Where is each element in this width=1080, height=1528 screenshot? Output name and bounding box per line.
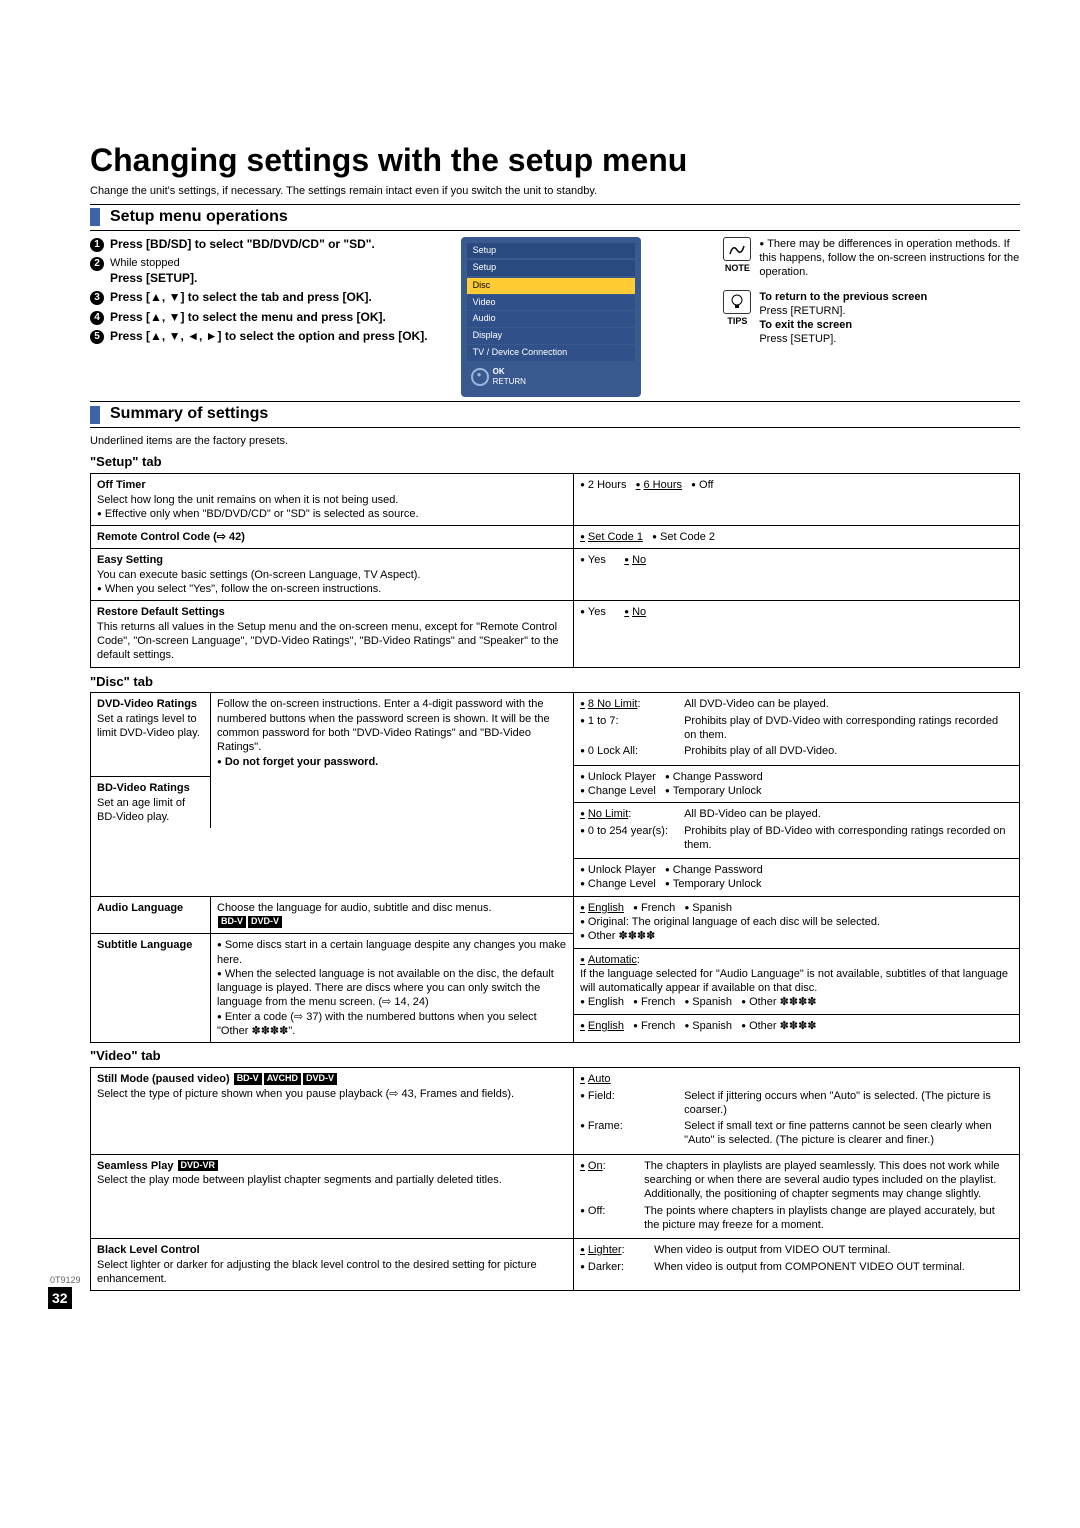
- page-title: Changing settings with the setup menu: [90, 140, 1020, 182]
- wheel-icon: [471, 368, 489, 386]
- tab-setup-title: "Setup" tab: [90, 454, 1020, 471]
- section-bar-ops: Setup menu operations: [90, 204, 1020, 231]
- osd-item-display: Display: [467, 328, 635, 344]
- section-stripe: [90, 208, 100, 226]
- step-1: Press [BD/SD] to select "BD/DVD/CD" or "…: [90, 237, 441, 253]
- table-row: Off Timer Select how long the unit remai…: [91, 474, 1020, 526]
- tip1-title: To return to the previous screen: [759, 291, 927, 303]
- table-row: Easy Setting You can execute basic setti…: [91, 549, 1020, 601]
- table-row: Seamless Play DVD-VR Select the play mod…: [91, 1154, 1020, 1238]
- tab-disc-title: "Disc" tab: [90, 674, 1020, 691]
- osd-item-tv: TV / Device Connection: [467, 345, 635, 361]
- table-disc: DVD-Video Ratings Set a ratings level to…: [90, 692, 1020, 1043]
- section-title-summary: Summary of settings: [110, 404, 268, 425]
- table-video: Still Mode (paused video) BD-VAVCHDDVD-V…: [90, 1067, 1020, 1291]
- osd-header: Setup: [467, 243, 635, 259]
- section-title-ops: Setup menu operations: [110, 207, 288, 228]
- step-4: Press [▲, ▼] to select the menu and pres…: [90, 310, 441, 326]
- step-3: Press [▲, ▼] to select the tab and press…: [90, 290, 441, 306]
- table-row: Still Mode (paused video) BD-VAVCHDDVD-V…: [91, 1068, 1020, 1154]
- tips-icon: [723, 290, 751, 314]
- note-icon: [723, 237, 751, 261]
- osd-item-disc: Disc: [467, 278, 635, 294]
- tip2-title: To exit the screen: [759, 319, 852, 331]
- section-bar-summary: Summary of settings: [90, 401, 1020, 428]
- table-row: Restore Default Settings This returns al…: [91, 601, 1020, 667]
- step-2: While stoppedPress [SETUP].: [90, 256, 441, 286]
- osd-item-audio: Audio: [467, 311, 635, 327]
- note-block: NOTE There may be differences in operati…: [723, 237, 1020, 280]
- table-row: Remote Control Code (⇨ 42) Set Code 1 Se…: [91, 526, 1020, 549]
- tip2-text: Press [SETUP].: [759, 333, 836, 345]
- footer-code: 0T9129: [50, 1275, 81, 1287]
- page-number: 32: [48, 1287, 72, 1309]
- tab-video-title: "Video" tab: [90, 1048, 1020, 1065]
- osd-sub: Setup: [467, 260, 635, 276]
- table-row: DVD-Video Ratings Set a ratings level to…: [91, 693, 1020, 896]
- factory-note: Underlined items are the factory presets…: [90, 434, 1020, 448]
- tip1-text: Press [RETURN].: [759, 305, 845, 317]
- tips-block: TIPS To return to the previous screen Pr…: [723, 290, 1020, 347]
- osd-item-video: Video: [467, 295, 635, 311]
- table-row: Black Level Control Select lighter or da…: [91, 1239, 1020, 1291]
- step-5: Press [▲, ▼, ◄, ►] to select the option …: [90, 329, 441, 345]
- steps-list: Press [BD/SD] to select "BD/DVD/CD" or "…: [90, 237, 441, 345]
- ops-columns: Press [BD/SD] to select "BD/DVD/CD" or "…: [90, 237, 1020, 398]
- osd-screenshot: Setup Setup Disc Video Audio Display TV …: [461, 237, 641, 398]
- section-stripe: [90, 406, 100, 424]
- page-intro: Change the unit's settings, if necessary…: [90, 184, 1020, 198]
- table-row: Audio Language Choose the language for a…: [91, 896, 1020, 1043]
- table-setup: Off Timer Select how long the unit remai…: [90, 473, 1020, 667]
